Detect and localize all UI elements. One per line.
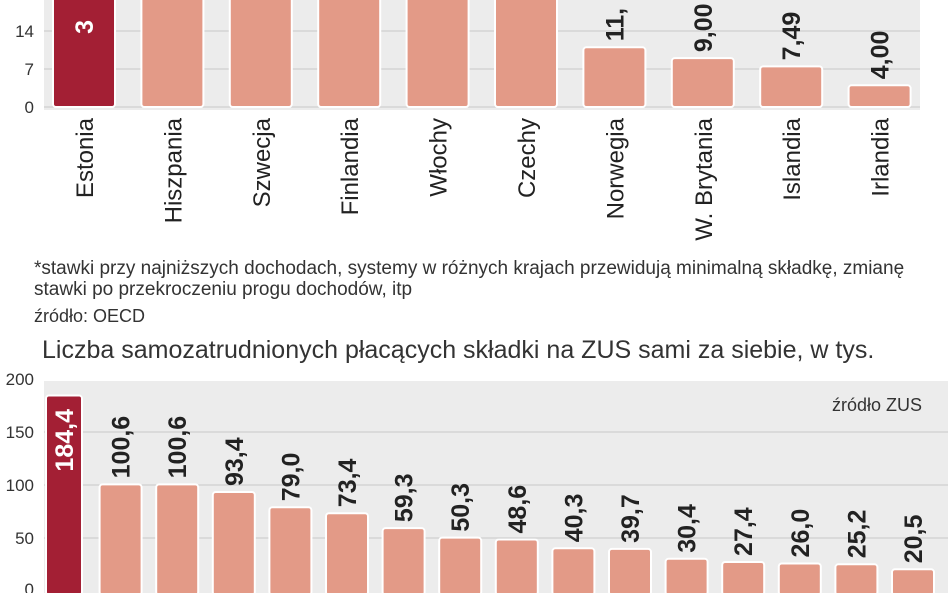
chart2-bar: [268, 506, 313, 593]
chart2-value-label: 100,6: [108, 416, 136, 479]
chart2-value-label: 20,5: [900, 515, 928, 564]
chart2-value-label: 73,4: [334, 458, 362, 507]
chart1-category-label: W. Brytania: [691, 117, 718, 240]
chart2-value-label: 25,2: [843, 510, 871, 559]
chart2-y-tick: 100: [6, 476, 34, 495]
chart2-value-label: 26,0: [787, 509, 815, 558]
chart1-bar: [494, 0, 558, 108]
chart2-value-label: 27,4: [730, 507, 758, 556]
chart1-value-label: 3: [71, 20, 99, 34]
chart2-value-label: 30,4: [674, 504, 702, 553]
chart2-bar: [45, 394, 83, 593]
chart1-category-label: Islandia: [779, 117, 806, 200]
chart1-category-label: Czechy: [514, 118, 541, 198]
footnote: *stawki przy najniższych dochodach, syst…: [34, 258, 905, 300]
chart2-value-label: 39,7: [617, 494, 645, 543]
chart1-category-label: Irlandia: [868, 117, 895, 196]
chart2-bar: [721, 560, 766, 593]
chart1-category-label: Estonia: [72, 117, 99, 198]
chart1-category-label: Szwecja: [249, 117, 276, 207]
bottom-source: źródło ZUS: [832, 395, 922, 415]
chart2-bar: [608, 547, 652, 593]
chart1-y-tick: 14: [15, 22, 34, 41]
chart2-bar: [98, 483, 143, 593]
chart2-y-tick: 50: [15, 529, 34, 548]
chart1-bar: [759, 65, 824, 108]
chart2-bar: [834, 563, 879, 593]
chart1-value-label: 7,49: [778, 12, 806, 61]
chart1-bar: [670, 57, 735, 108]
chart1-value-label: 11,: [601, 8, 629, 41]
chart1-bar: [582, 46, 647, 108]
chart1-category-label: Norwegia: [602, 117, 629, 219]
chart2-bar: [891, 568, 935, 593]
chart2-value-label: 48,6: [504, 485, 532, 534]
chart2-value-label: 100,6: [164, 416, 192, 479]
chart2-bar: [438, 536, 483, 593]
chart2-value-label: 40,3: [560, 494, 588, 543]
chart1-category-label: Hiszpania: [160, 117, 187, 223]
self-employed-chart: źródło ZUS 184,4 100,6 100,6 93,4 79,0 73,4 59…: [6, 373, 948, 593]
chart2-y-tick: 150: [6, 423, 34, 442]
chart1-bar: [317, 0, 382, 108]
chart2-bar: [155, 483, 200, 593]
chart1-bar: [52, 0, 116, 108]
chart1-bar: [405, 0, 470, 108]
chart1-bar: [228, 0, 293, 108]
chart2-value-label: 184,4: [51, 409, 79, 472]
chart1-y-tick: 0: [25, 98, 34, 117]
chart2-bar: [551, 547, 596, 593]
chart2-bar: [777, 562, 822, 593]
chart1-bar: [847, 84, 912, 108]
chart2-value-label: 79,0: [277, 453, 305, 502]
chart1-category-label: Finlandia: [337, 117, 364, 215]
chart2-bar: [494, 538, 539, 593]
chart2-value-label: 93,4: [221, 437, 249, 486]
chart2-value-label: 59,3: [391, 473, 419, 522]
chart2-bar: [664, 557, 709, 593]
chart2-bar: [381, 527, 426, 593]
bottom-chart-title: Liczba samozatrudnionych płacących skład…: [42, 336, 875, 364]
chart1-category-label: Włochy: [426, 118, 453, 197]
chart2-bar: [325, 512, 369, 593]
chart1-y-tick: 7: [25, 60, 34, 79]
chart2-y-tick: 0: [25, 580, 34, 593]
chart2-value-label: 50,3: [447, 483, 475, 532]
chart2-y-tick: 200: [6, 373, 34, 389]
contribution-rate-chart: 3292823,722,6521,3511,9,007,494,00 0714 …: [15, 0, 920, 241]
chart1-value-label: 4,00: [867, 31, 895, 80]
chart1-bar: [140, 0, 205, 108]
chart1-value-label: 9,00: [690, 3, 718, 52]
chart2-bar: [211, 490, 256, 593]
top-source: źródło: OECD: [34, 306, 146, 326]
